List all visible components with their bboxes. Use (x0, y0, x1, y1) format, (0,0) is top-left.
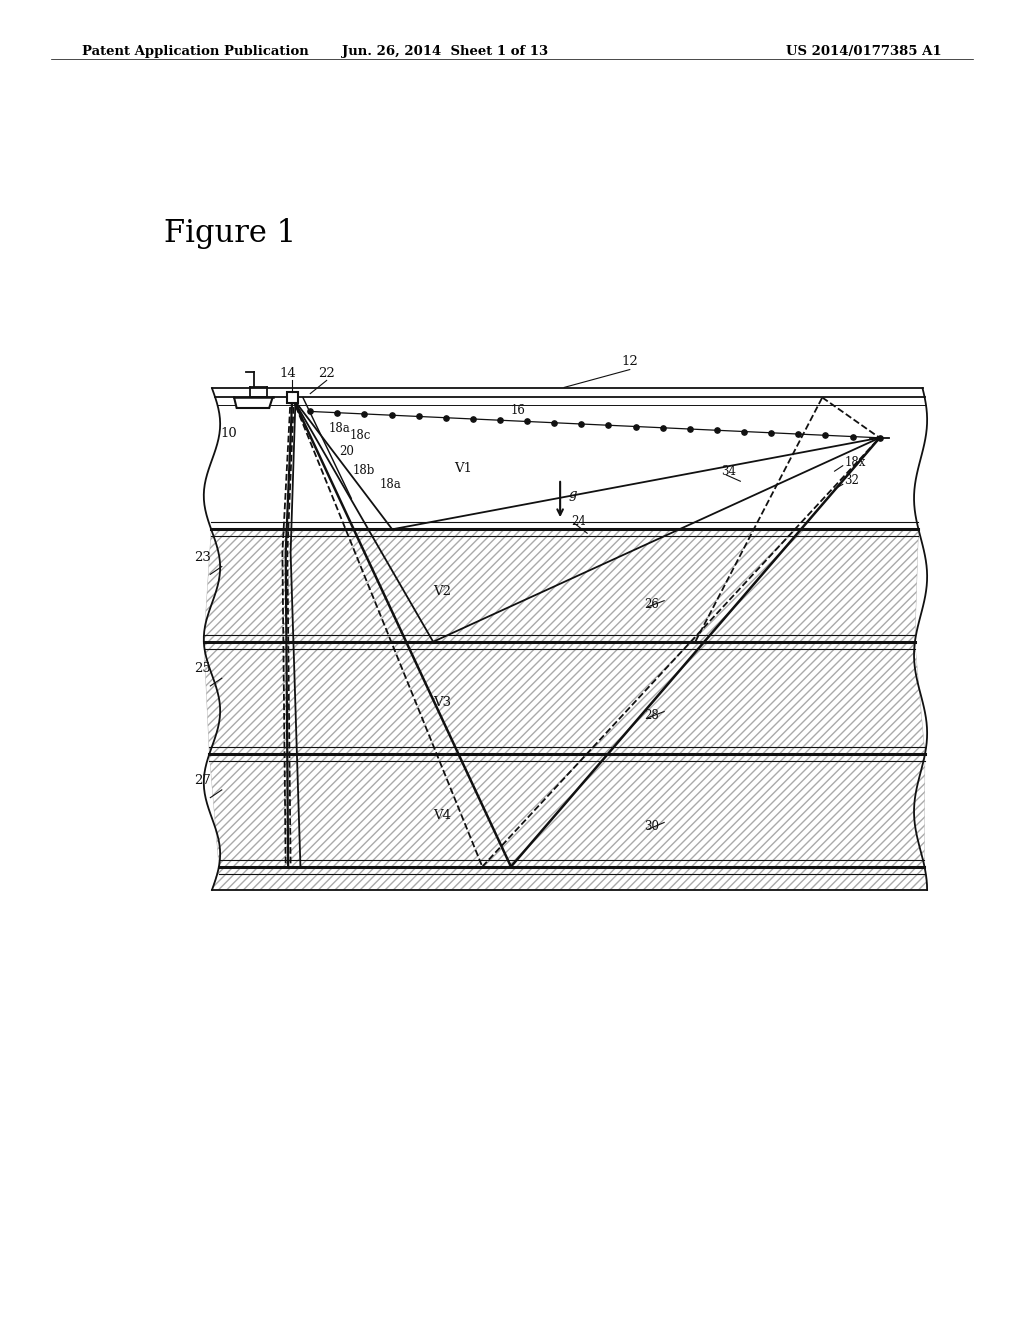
Polygon shape (211, 388, 923, 529)
Text: V4: V4 (433, 809, 452, 822)
Polygon shape (209, 754, 925, 867)
Text: Figure 1: Figure 1 (164, 218, 296, 248)
Text: 22: 22 (318, 367, 335, 380)
Text: 26: 26 (644, 598, 659, 611)
Text: 18b: 18b (353, 463, 375, 477)
Text: 14: 14 (280, 367, 296, 380)
Polygon shape (204, 529, 919, 642)
Text: 27: 27 (194, 774, 211, 787)
Text: Jun. 26, 2014  Sheet 1 of 13: Jun. 26, 2014 Sheet 1 of 13 (342, 45, 549, 58)
Text: 20: 20 (339, 445, 354, 458)
Text: g: g (568, 487, 577, 500)
Text: US 2014/0177385 A1: US 2014/0177385 A1 (786, 45, 942, 58)
Polygon shape (234, 397, 272, 408)
Text: 18x: 18x (845, 455, 865, 469)
Text: 34: 34 (722, 465, 736, 478)
Text: V2: V2 (433, 585, 452, 598)
Text: 12: 12 (622, 355, 638, 368)
Text: 18a: 18a (329, 421, 350, 434)
Text: 10: 10 (220, 428, 237, 440)
Polygon shape (212, 867, 927, 890)
Text: 30: 30 (644, 820, 659, 833)
Text: 18a: 18a (380, 478, 401, 491)
Text: 24: 24 (570, 515, 586, 528)
Text: Patent Application Publication: Patent Application Publication (82, 45, 308, 58)
Polygon shape (204, 642, 925, 754)
Text: 28: 28 (644, 709, 659, 722)
Text: V3: V3 (433, 696, 452, 709)
Text: 18c: 18c (349, 429, 371, 442)
Text: 32: 32 (845, 474, 859, 487)
Text: 16: 16 (511, 404, 526, 417)
Text: 25: 25 (194, 663, 211, 675)
Text: V1: V1 (454, 462, 472, 475)
Text: 23: 23 (194, 552, 211, 564)
Bar (287, 392, 298, 403)
